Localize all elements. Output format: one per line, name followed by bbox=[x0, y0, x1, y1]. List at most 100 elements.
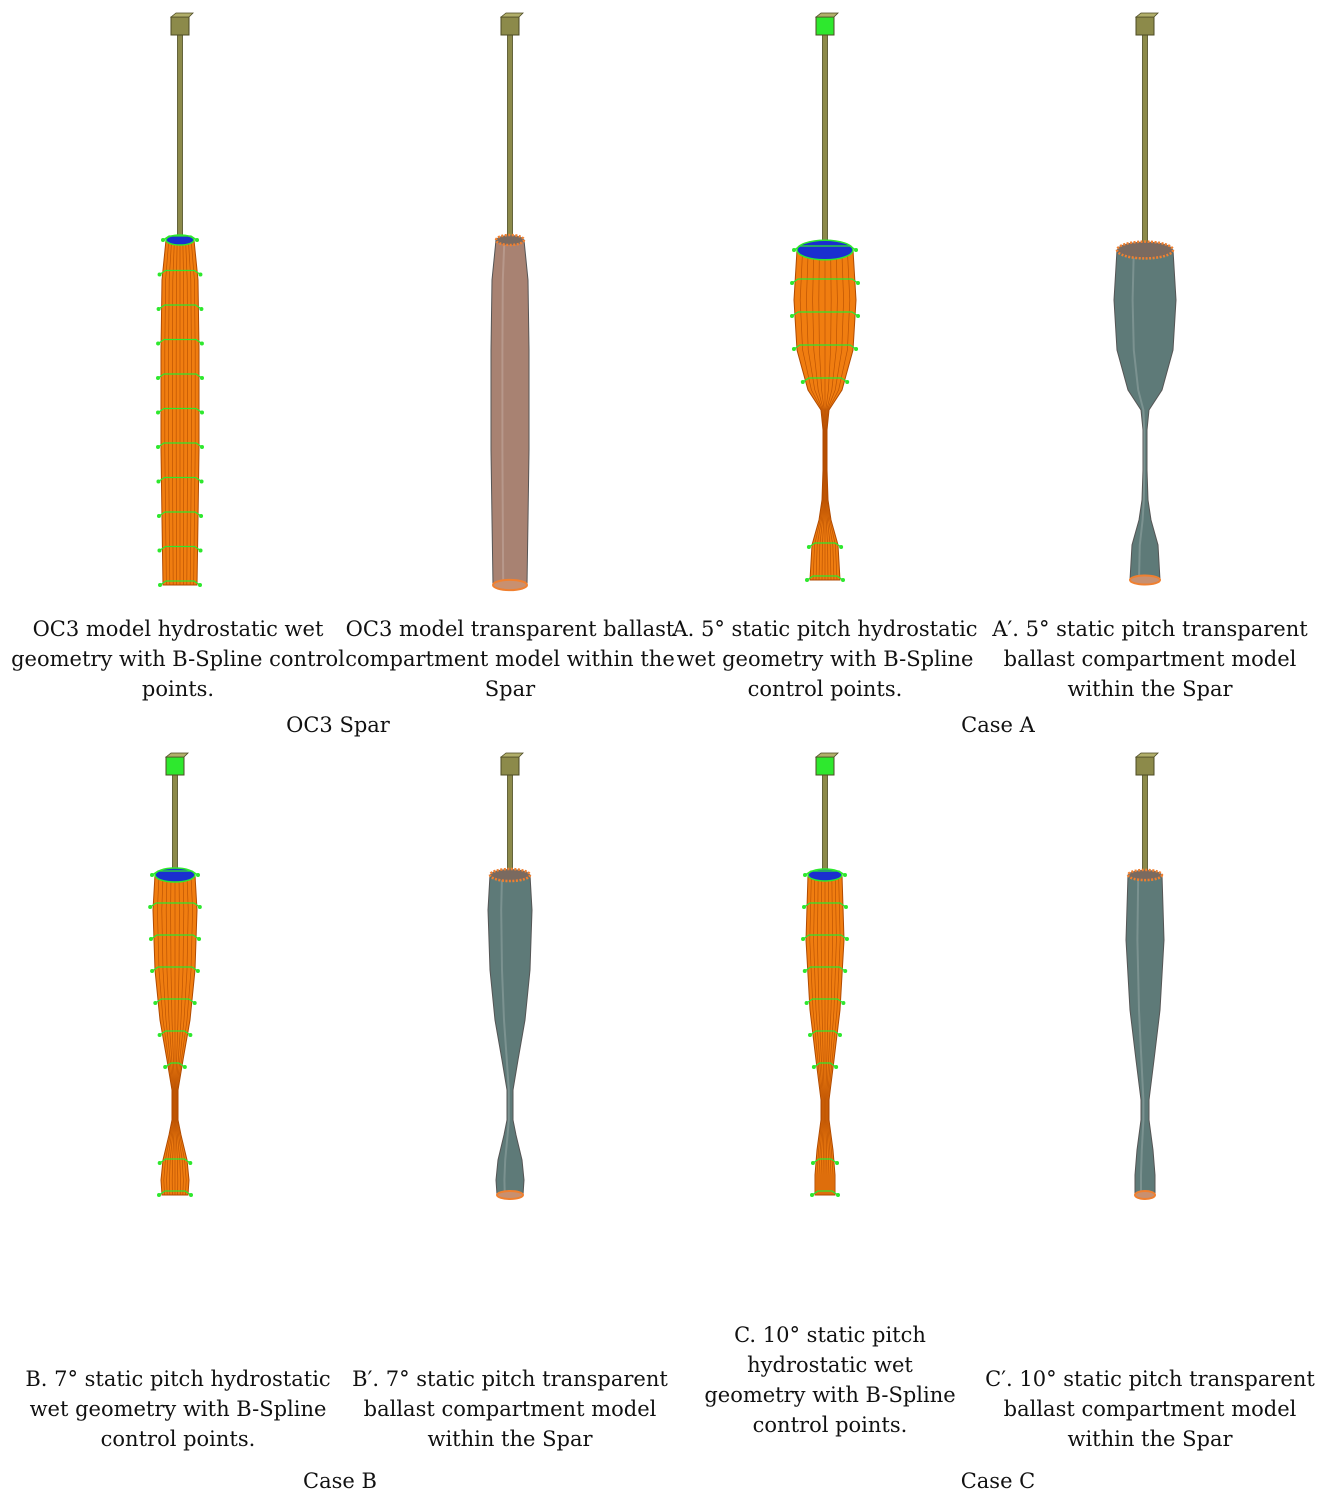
control-point-ring bbox=[151, 966, 199, 972]
body-highlight bbox=[1136, 874, 1145, 1195]
control-point-ring bbox=[159, 1158, 191, 1164]
control-point-ring bbox=[159, 580, 201, 586]
control-point bbox=[843, 873, 847, 877]
control-point bbox=[855, 281, 860, 285]
mesh-line bbox=[176, 874, 189, 1196]
tower-stem bbox=[822, 34, 828, 251]
control-point-ring bbox=[159, 545, 201, 551]
control-point bbox=[157, 1033, 162, 1037]
control-point-ring bbox=[808, 542, 842, 548]
spar-body bbox=[1113, 249, 1177, 581]
control-point bbox=[838, 1033, 842, 1037]
control-point bbox=[199, 341, 204, 346]
control-point bbox=[197, 905, 202, 909]
control-point bbox=[804, 1001, 809, 1005]
mesh-line bbox=[825, 874, 830, 1195]
control-point bbox=[148, 905, 153, 909]
mesh-line bbox=[175, 874, 180, 1196]
control-point bbox=[836, 1193, 840, 1197]
control-point bbox=[803, 873, 807, 877]
mesh-line bbox=[825, 249, 838, 581]
control-point bbox=[188, 1033, 193, 1037]
panel-a-wet bbox=[665, 0, 995, 600]
top-cap bbox=[154, 867, 196, 883]
control-point bbox=[810, 1161, 815, 1165]
nacelle-top bbox=[164, 752, 189, 758]
caption-a-ballast: A′. 5° static pitch transparent ballast … bbox=[992, 617, 1308, 701]
control-point bbox=[148, 937, 153, 941]
bottom-rim bbox=[496, 1190, 524, 1200]
spar-oc3-ballast-drawing bbox=[490, 12, 530, 592]
nacelle-box bbox=[815, 756, 835, 776]
control-point-ring bbox=[158, 1190, 192, 1196]
control-point-ring bbox=[149, 902, 201, 908]
mesh-line bbox=[799, 249, 824, 581]
nacelle-box bbox=[170, 16, 190, 36]
control-point-ring bbox=[157, 442, 203, 448]
control-point bbox=[150, 873, 154, 877]
panel-a-ballast bbox=[985, 0, 1315, 600]
control-point bbox=[841, 578, 845, 582]
control-point-ring bbox=[164, 1062, 186, 1068]
control-point bbox=[800, 380, 805, 384]
spar-b-wet-drawing bbox=[148, 752, 202, 1197]
tower-stem bbox=[822, 774, 828, 876]
group-label-case-a: Case A bbox=[961, 713, 1035, 737]
mesh-line bbox=[185, 239, 188, 586]
spar-a-wet-drawing bbox=[789, 12, 861, 582]
control-point bbox=[841, 1001, 846, 1005]
control-point bbox=[157, 548, 162, 553]
control-point bbox=[182, 1065, 187, 1069]
top-rim bbox=[1115, 240, 1175, 260]
control-point bbox=[200, 376, 204, 380]
nacelle-top bbox=[1134, 12, 1159, 18]
panel-oc3-wet bbox=[20, 0, 350, 600]
mesh-line bbox=[826, 874, 833, 1195]
control-point bbox=[157, 272, 162, 277]
mesh-line bbox=[817, 874, 824, 1195]
control-point bbox=[843, 905, 848, 909]
spar-c-ballast-drawing bbox=[1125, 752, 1165, 1200]
control-point bbox=[854, 248, 858, 252]
mesh-line bbox=[170, 874, 175, 1196]
control-point bbox=[854, 347, 859, 351]
panel-c-wet bbox=[665, 740, 995, 1340]
caption-c-ballast: C′. 10° static pitch transparent ballast… bbox=[985, 1367, 1315, 1451]
mesh-line bbox=[164, 239, 170, 586]
mesh-line bbox=[165, 874, 175, 1196]
mesh-line bbox=[818, 249, 825, 581]
control-point bbox=[156, 410, 160, 415]
top-cap bbox=[807, 868, 843, 882]
control-point bbox=[195, 238, 199, 242]
mesh-line bbox=[827, 874, 841, 1195]
spar-b-ballast-drawing bbox=[487, 752, 533, 1200]
bottom-rim bbox=[492, 578, 528, 592]
nacelle-box bbox=[1135, 16, 1155, 36]
control-point bbox=[156, 376, 160, 380]
control-point-ring bbox=[813, 1062, 837, 1068]
control-point bbox=[156, 445, 160, 449]
control-point bbox=[790, 281, 795, 285]
control-point-ring bbox=[809, 1030, 841, 1036]
top-cap bbox=[165, 234, 195, 246]
nacelle-top bbox=[169, 12, 194, 18]
control-point-ring bbox=[157, 338, 203, 344]
panel-b-wet bbox=[15, 740, 345, 1340]
nacelle-box bbox=[500, 16, 520, 36]
mesh-line bbox=[182, 239, 185, 586]
nacelle-top bbox=[814, 752, 839, 758]
tower-stem bbox=[507, 34, 513, 241]
control-point bbox=[156, 341, 161, 346]
control-point bbox=[150, 969, 155, 973]
control-point bbox=[189, 1193, 193, 1197]
nacelle-box bbox=[500, 756, 520, 776]
control-point bbox=[199, 514, 204, 518]
control-point bbox=[196, 873, 200, 877]
panel-oc3-ballast bbox=[350, 0, 680, 600]
mesh-line bbox=[175, 239, 178, 586]
body-highlight bbox=[501, 239, 506, 586]
control-point bbox=[156, 514, 161, 518]
control-point-ring bbox=[157, 373, 203, 379]
control-point bbox=[198, 583, 202, 587]
spar-a-ballast-drawing bbox=[1113, 12, 1177, 586]
